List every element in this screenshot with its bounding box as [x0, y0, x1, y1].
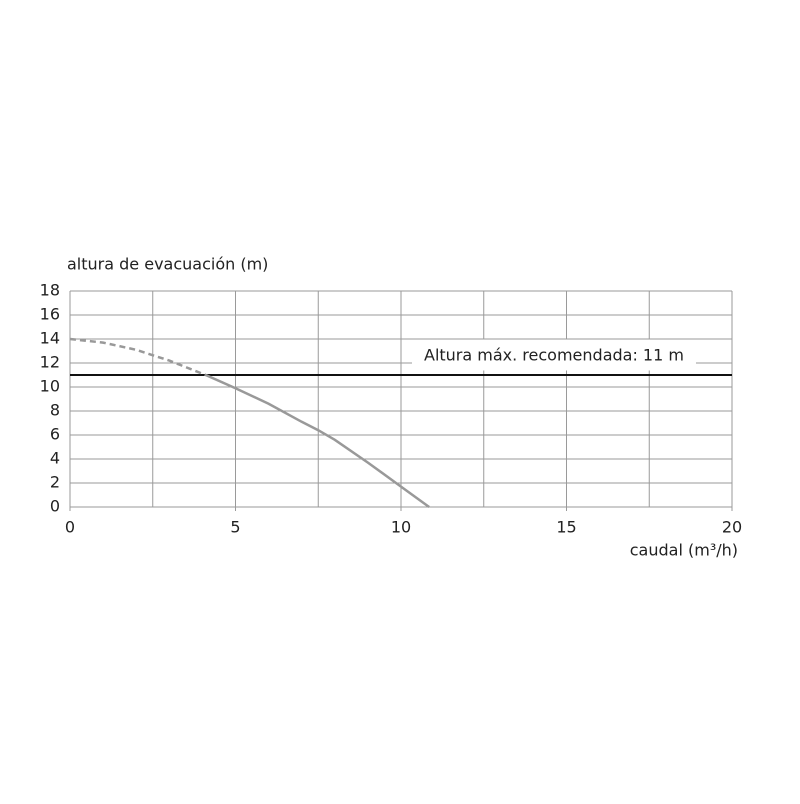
x-tick-label: 20 [722, 518, 742, 537]
y-tick-label: 8 [50, 401, 60, 420]
x-tick-label: 15 [556, 518, 576, 537]
x-tick-label: 10 [391, 518, 411, 537]
curve [205, 373, 430, 509]
x-tick-label: 0 [65, 518, 75, 537]
y-tick-label: 0 [50, 497, 60, 516]
y-axis-label: altura de evacuación (m) [67, 255, 268, 274]
y-tick-label: 6 [50, 425, 60, 444]
y-tick-label: 12 [40, 353, 60, 372]
x-tick-label: 5 [230, 518, 240, 537]
y-tick-label: 10 [40, 377, 60, 396]
reference-label: Altura máx. recomendada: 11 m [424, 346, 684, 365]
y-tick-label: 14 [40, 329, 60, 348]
y-tick-label: 2 [50, 473, 60, 492]
y-tick-label: 18 [40, 281, 60, 300]
y-tick-label: 4 [50, 449, 60, 468]
y-tick-label: 16 [40, 305, 60, 324]
curve [69, 337, 207, 377]
reference-label-background [412, 339, 696, 371]
x-axis-label: caudal (m³/h) [630, 541, 738, 560]
